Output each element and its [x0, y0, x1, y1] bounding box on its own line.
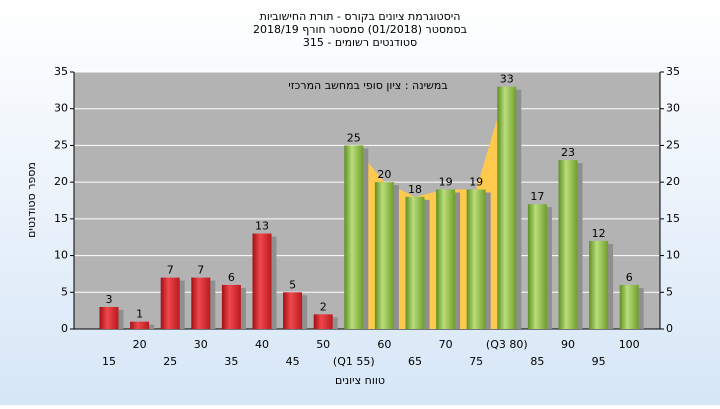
data-label: 2 [320, 300, 327, 313]
y-tick-label: 0 [61, 322, 68, 335]
bar [191, 277, 211, 329]
x-tick-label: 45 [286, 355, 300, 368]
bar [497, 86, 517, 329]
bar [619, 284, 639, 329]
y-tick-label: 35 [54, 65, 68, 78]
y2-tick-label: 35 [666, 65, 680, 78]
data-label: 13 [255, 220, 269, 233]
chart-subtitle: סטודנטים רשומים - 315 [303, 36, 417, 49]
x-axis-label: טווח ציונים [335, 374, 385, 387]
x-tick-label: 70 [439, 338, 453, 351]
x-tick-label: 40 [255, 338, 269, 351]
x-tick-label: 60 [377, 338, 391, 351]
bar [527, 204, 547, 329]
y-tick-label: 10 [54, 249, 68, 262]
chart-subtitle: בסמסטר (01/2018) סמסטר חורף 2018/19 [253, 23, 467, 36]
bar [160, 277, 180, 329]
x-tick-label: 85 [530, 355, 544, 368]
bar [99, 306, 119, 329]
y2-tick-label: 20 [666, 175, 680, 188]
annotation: במשינה : ציון סופי במחשב המרכזי [288, 79, 447, 92]
bar [466, 189, 486, 329]
y2-tick-label: 30 [666, 102, 680, 115]
data-label: 1 [136, 308, 143, 321]
data-label: 23 [561, 146, 575, 159]
y-tick-label: 15 [54, 212, 68, 225]
y-tick-label: 5 [61, 285, 68, 298]
data-label: 33 [500, 73, 514, 86]
y2-tick-label: 0 [666, 322, 673, 335]
x-tick-label: 90 [561, 338, 575, 351]
y-axis-label: מספר סטודנטים [25, 162, 38, 238]
x-tick-label: (Q3 80) [486, 338, 528, 351]
data-label: 17 [530, 190, 544, 203]
data-label: 5 [289, 278, 296, 291]
y2-tick-label: 25 [666, 138, 680, 151]
data-label: 19 [439, 175, 453, 188]
x-tick-label: 50 [316, 338, 330, 351]
x-tick-label: 100 [619, 338, 640, 351]
x-tick-label: 95 [592, 355, 606, 368]
data-label: 7 [197, 264, 204, 277]
bar [436, 189, 456, 329]
x-tick-label: 75 [469, 355, 483, 368]
data-label: 7 [167, 264, 174, 277]
bar [589, 240, 609, 329]
x-tick-label: 25 [163, 355, 177, 368]
y2-tick-label: 5 [666, 285, 673, 298]
data-label: 18 [408, 183, 422, 196]
bar [405, 196, 425, 329]
bar [313, 314, 333, 329]
data-label: 25 [347, 131, 361, 144]
bar [130, 321, 150, 329]
bar [221, 284, 241, 329]
x-tick-label: 15 [102, 355, 116, 368]
bar [283, 292, 303, 329]
x-tick-label: 30 [194, 338, 208, 351]
data-label: 6 [228, 271, 235, 284]
y-tick-label: 30 [54, 102, 68, 115]
y2-tick-label: 10 [666, 249, 680, 262]
x-tick-label: (Q1 55) [333, 355, 375, 368]
data-label: 3 [106, 293, 113, 306]
y2-tick-label: 15 [666, 212, 680, 225]
y-tick-label: 25 [54, 138, 68, 151]
bar [252, 233, 272, 329]
bar [344, 145, 364, 329]
data-label: 20 [377, 168, 391, 181]
chart-title: היסטוגרמת ציונים בקורס - תורת החישוביות [260, 10, 461, 23]
data-label: 12 [592, 227, 606, 240]
x-tick-label: 20 [133, 338, 147, 351]
x-tick-label: 65 [408, 355, 422, 368]
bar [558, 160, 578, 329]
bar [374, 182, 394, 329]
data-label: 19 [469, 175, 483, 188]
y-tick-label: 20 [54, 175, 68, 188]
data-label: 6 [626, 271, 633, 284]
x-tick-label: 35 [224, 355, 238, 368]
